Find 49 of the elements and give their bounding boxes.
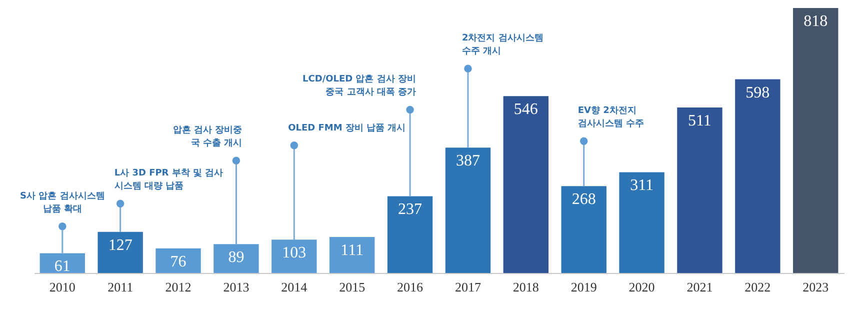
bar bbox=[677, 107, 722, 273]
data-label: 237 bbox=[398, 201, 422, 218]
x-tick-label: 2012 bbox=[165, 280, 192, 294]
data-label: 311 bbox=[630, 177, 654, 194]
data-label: 111 bbox=[340, 242, 364, 260]
x-tick-label: 2016 bbox=[397, 280, 424, 294]
data-label: 598 bbox=[746, 84, 770, 102]
x-tick-label: 2019 bbox=[570, 280, 597, 294]
x-tick-label: 2022 bbox=[744, 280, 771, 294]
data-label: 818 bbox=[804, 13, 828, 30]
bar bbox=[214, 244, 259, 273]
bar bbox=[793, 8, 838, 273]
x-tick-label: 2023 bbox=[802, 280, 829, 294]
annotation: 2차전지 검사시스템 수주 개시 bbox=[462, 34, 544, 57]
x-tick-label: 2021 bbox=[686, 280, 713, 294]
bar bbox=[735, 79, 780, 273]
data-label: 103 bbox=[282, 244, 306, 262]
bar bbox=[272, 240, 317, 273]
annotation: L사 3D FPR 부착 및 검사 시스템 대량 납품 bbox=[114, 168, 224, 192]
bar bbox=[561, 186, 606, 273]
x-tick-label: 2020 bbox=[628, 280, 655, 294]
bar bbox=[619, 172, 664, 273]
annotation: EV향 2차전지 검사시스템 수주 bbox=[578, 106, 644, 130]
data-label: 387 bbox=[456, 152, 480, 170]
bar bbox=[503, 96, 549, 273]
x-tick-label: 2013 bbox=[223, 280, 250, 294]
bar bbox=[98, 232, 143, 273]
x-tick-label: 2010 bbox=[49, 280, 76, 294]
bar bbox=[329, 237, 375, 273]
bar bbox=[40, 253, 85, 273]
data-label: 61 bbox=[54, 258, 70, 276]
annotation: S사 압흔 검사시스템 납품 확대 bbox=[20, 191, 105, 214]
annotation: LCD/OLED 압흔 검사 장비 중국 고객사 대폭 증가 bbox=[302, 74, 416, 98]
x-tick-label: 2015 bbox=[339, 280, 366, 294]
data-label: 127 bbox=[108, 236, 132, 254]
x-tick-label: 2017 bbox=[454, 280, 482, 294]
x-tick-label: 2018 bbox=[512, 280, 539, 294]
bar bbox=[387, 196, 433, 273]
annotation: OLED FMM 장비 납품 개시 bbox=[288, 123, 406, 134]
bar bbox=[445, 148, 491, 273]
data-label: 546 bbox=[514, 101, 538, 118]
data-label: 76 bbox=[170, 253, 186, 270]
data-label: 89 bbox=[228, 249, 244, 266]
bar bbox=[156, 248, 201, 273]
x-tick-label: 2014 bbox=[281, 280, 308, 294]
data-label: 268 bbox=[572, 191, 596, 208]
annotation: 압흔 검사 장비중 국 수출 개시 bbox=[172, 126, 242, 149]
data-label: 511 bbox=[688, 112, 712, 130]
x-tick-label: 2011 bbox=[108, 280, 134, 294]
